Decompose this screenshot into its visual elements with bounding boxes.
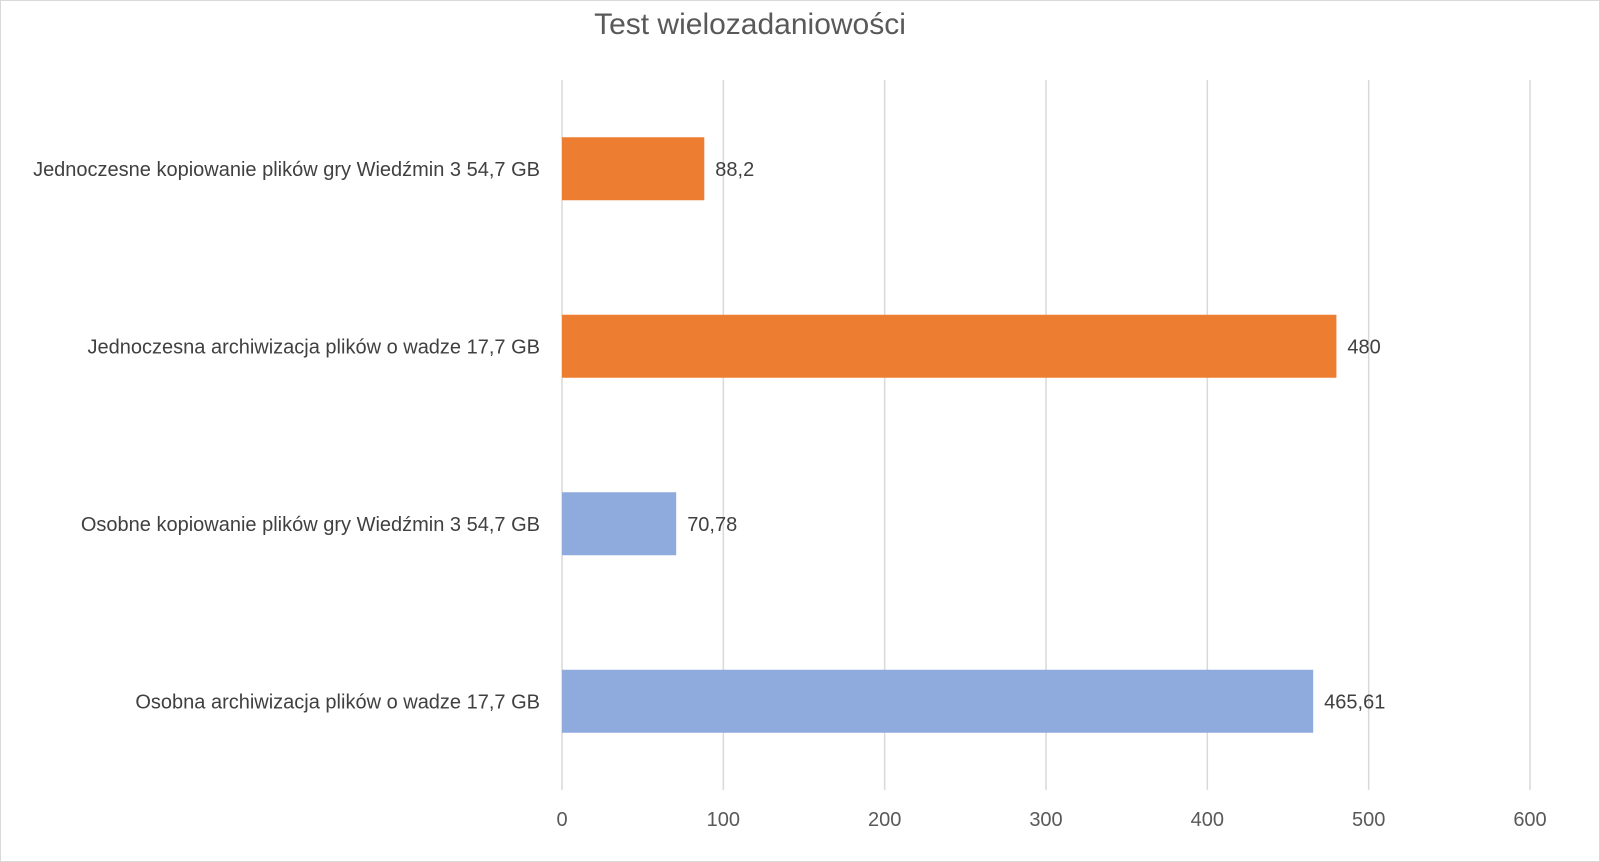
data-label: 88,2 bbox=[715, 159, 754, 181]
data-label: 465,61 bbox=[1324, 691, 1385, 713]
category-label: Jednoczesne kopiowanie plików gry Wiedźm… bbox=[33, 159, 540, 181]
bar bbox=[562, 669, 1314, 733]
x-tick-label: 100 bbox=[707, 809, 740, 831]
category-label: Osobna archiwizacja plików o wadze 17,7 … bbox=[135, 691, 540, 713]
data-label: 480 bbox=[1347, 336, 1380, 358]
data-label: 70,78 bbox=[687, 514, 737, 536]
chart-title: Test wielozadaniowości bbox=[594, 8, 906, 41]
bar bbox=[562, 137, 705, 201]
category-label: Osobne kopiowanie plików gry Wiedźmin 3 … bbox=[81, 514, 540, 536]
bars bbox=[562, 137, 1337, 733]
x-tick-label: 500 bbox=[1352, 809, 1385, 831]
x-tick-label: 600 bbox=[1513, 809, 1546, 831]
labels: 0 100 200 300 400 500 600 Jednoczesne kopiowani… bbox=[33, 159, 1547, 831]
x-tick-label: 200 bbox=[868, 809, 901, 831]
x-tick-label: 300 bbox=[1029, 809, 1062, 831]
bar bbox=[562, 314, 1337, 378]
x-tick-label: 0 bbox=[556, 809, 567, 831]
bar bbox=[562, 492, 677, 556]
x-tick-label: 400 bbox=[1191, 809, 1224, 831]
category-label: Jednoczesna archiwizacja plików o wadze … bbox=[88, 336, 540, 358]
